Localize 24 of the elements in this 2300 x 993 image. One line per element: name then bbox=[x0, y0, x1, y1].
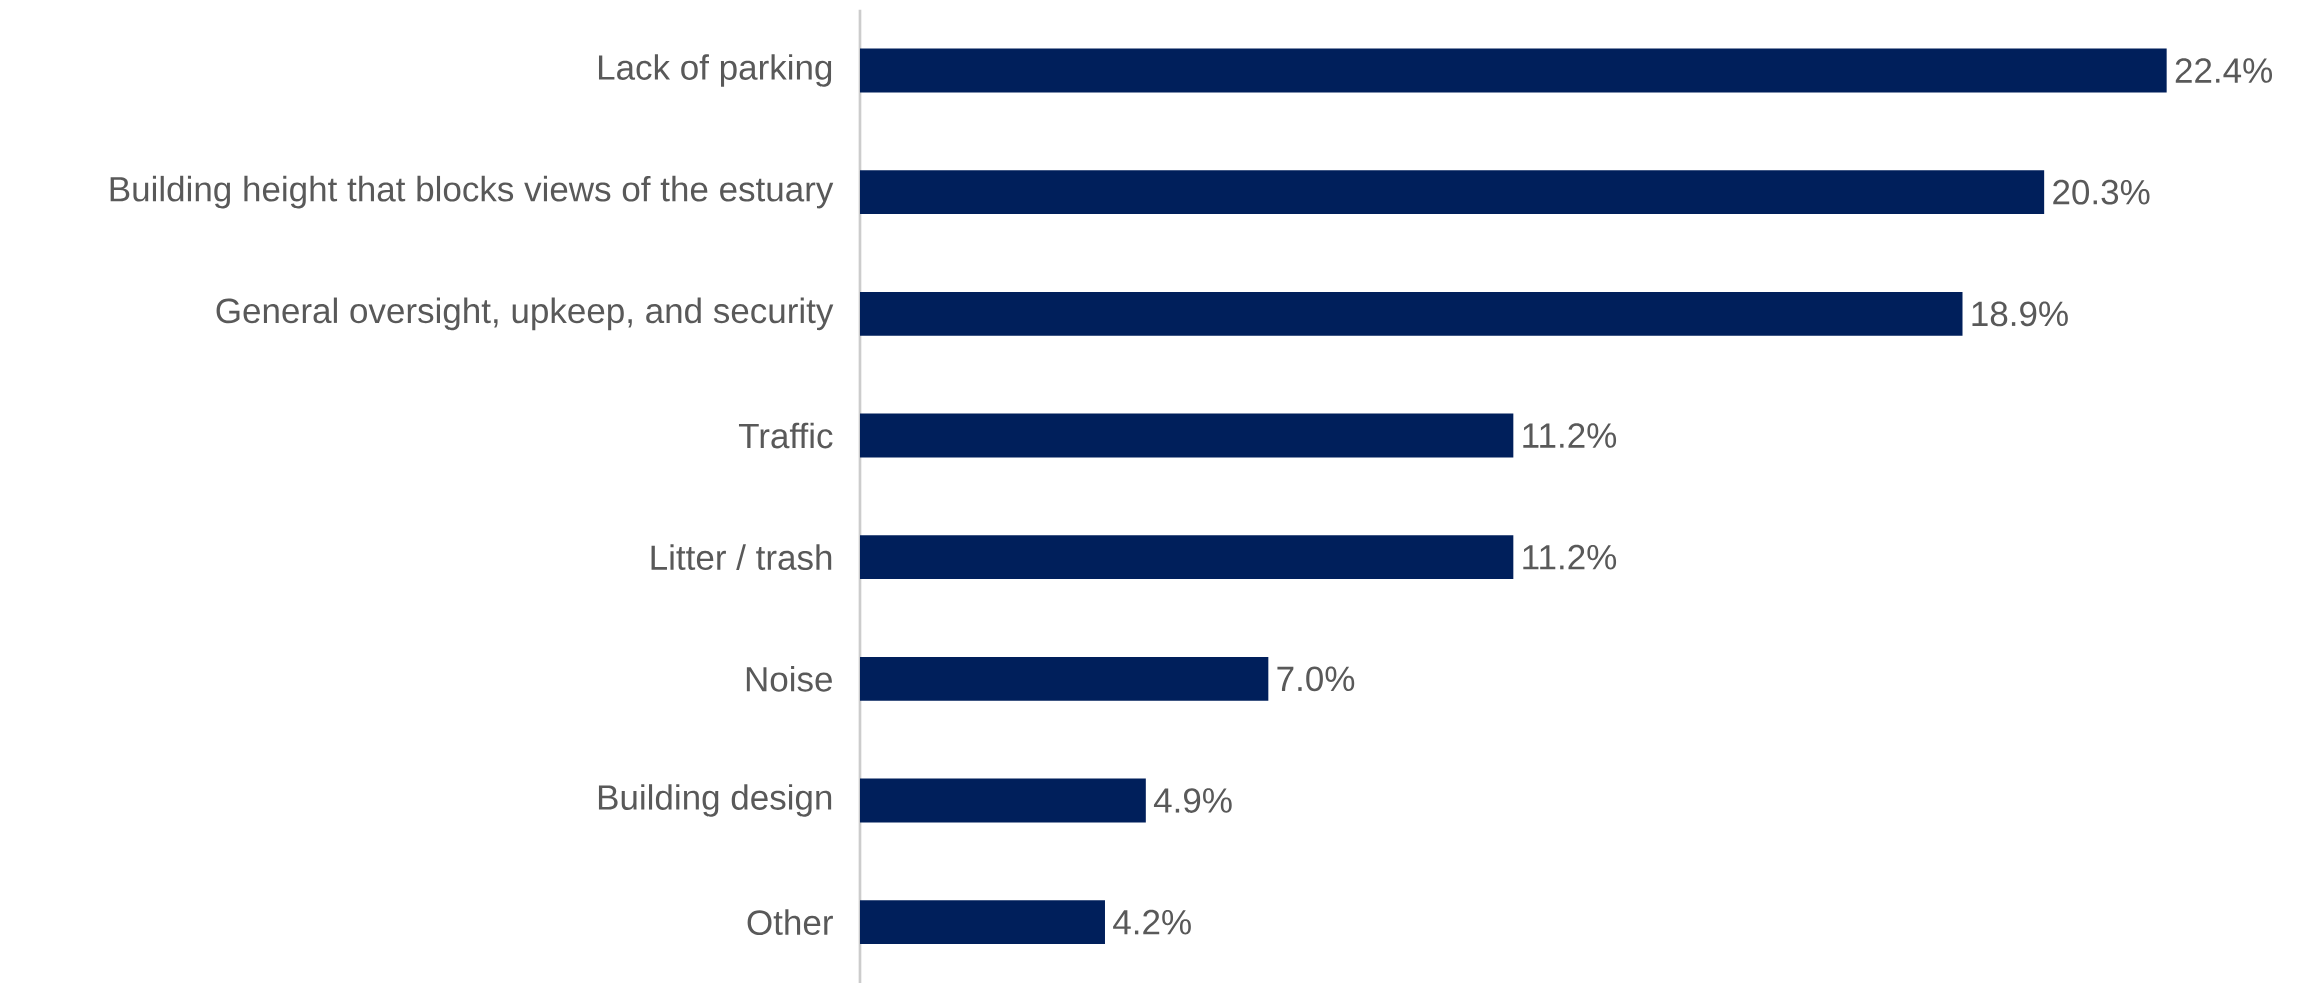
y-tick-label: Litter / trash bbox=[651, 544, 832, 571]
data-label: 4.9% bbox=[1153, 788, 1232, 813]
data-label: 11.2% bbox=[1523, 423, 1617, 448]
bar bbox=[859, 778, 1146, 823]
data-label: 20.3% bbox=[2053, 179, 2150, 205]
y-tick-label: Lack of parking bbox=[598, 54, 832, 87]
bar bbox=[859, 291, 1963, 336]
bar bbox=[859, 656, 1269, 701]
data-label: 18.9% bbox=[1972, 301, 2068, 327]
y-tick-label: Noise bbox=[746, 665, 832, 692]
y-tick-label: Building height that blocks views of the estuary bbox=[110, 175, 834, 209]
y-tick-label: General oversight, upkeep, and security bbox=[216, 297, 834, 331]
bar bbox=[859, 170, 2045, 215]
bar bbox=[859, 900, 1105, 945]
data-label: 4.2% bbox=[1113, 909, 1191, 935]
bar bbox=[859, 48, 2167, 93]
bar bbox=[859, 413, 1514, 458]
y-tick-label: Traffic bbox=[738, 422, 833, 449]
data-label: 22.4% bbox=[2175, 58, 2273, 83]
data-label: 7.0% bbox=[1277, 666, 1355, 692]
y-tick-label: Building design bbox=[598, 784, 832, 817]
data-label: 11.2% bbox=[1523, 544, 1617, 570]
bar bbox=[859, 535, 1514, 580]
y-tick-label: Other bbox=[747, 909, 833, 936]
